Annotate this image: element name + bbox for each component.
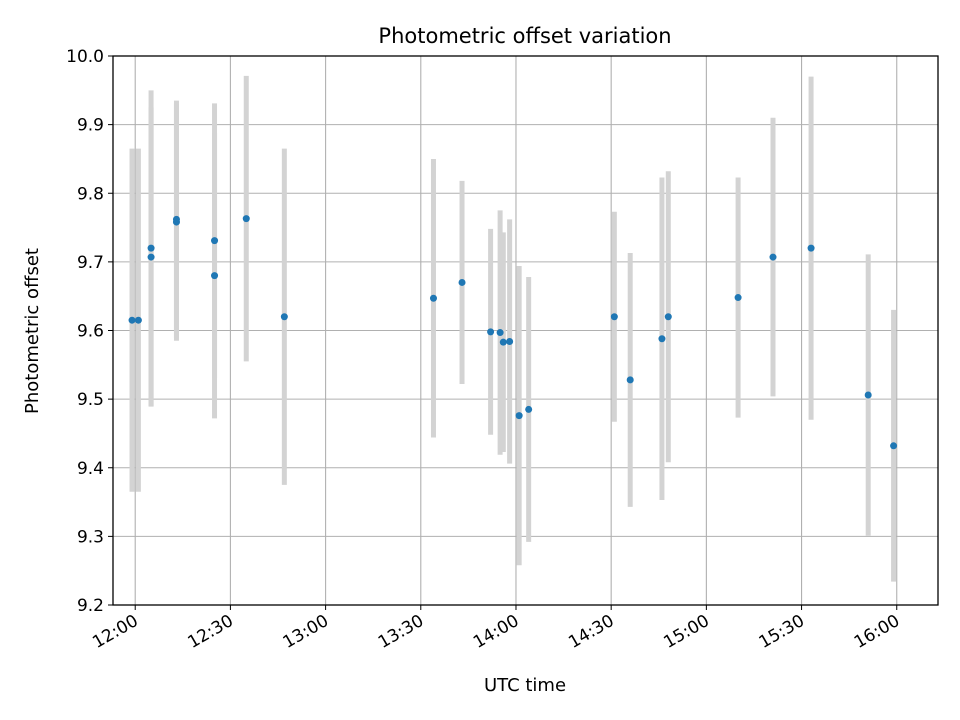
y-tick-label: 9.6 [77, 322, 104, 342]
data-point [525, 405, 533, 413]
y-tick-label: 9.7 [77, 253, 104, 273]
data-point [807, 244, 815, 252]
data-point [211, 272, 219, 280]
grid [113, 55, 938, 606]
y-axis-label: Photometric offset [22, 248, 43, 414]
data-point [487, 328, 495, 336]
data-point [610, 313, 618, 321]
data-point [134, 316, 142, 324]
data-point [734, 294, 742, 302]
data-point [429, 294, 437, 302]
data-point [626, 376, 634, 384]
data-point [147, 244, 155, 252]
y-tick-label: 9.4 [77, 459, 104, 479]
data-point [242, 215, 250, 223]
data-point [458, 278, 466, 286]
y-tick-label: 10.0 [66, 47, 104, 67]
data-point [506, 337, 514, 345]
data-point [172, 218, 180, 226]
data-point [769, 253, 777, 261]
data-point [147, 253, 155, 261]
data-point [664, 313, 672, 321]
y-tick-label: 9.5 [77, 390, 104, 410]
y-tick-label: 9.9 [77, 116, 104, 136]
y-axis: 9.2 9.3 9.4 9.5 9.6 9.7 9.8 9.9 10.0 [66, 47, 113, 616]
chart-title: Photometric offset variation [378, 24, 671, 48]
y-tick-label: 9.3 [77, 527, 104, 547]
data-point [515, 412, 523, 420]
data-point [864, 391, 872, 399]
y-tick-label: 9.2 [77, 596, 104, 616]
data-point [211, 237, 219, 245]
data-point [890, 442, 898, 450]
x-axis-label: UTC time [484, 675, 566, 696]
data-point [280, 313, 288, 321]
y-tick-label: 9.8 [77, 184, 104, 204]
data-point [496, 329, 504, 337]
data-points [128, 215, 898, 450]
data-point [128, 316, 136, 324]
data-point [658, 335, 666, 343]
data-point [499, 338, 507, 346]
